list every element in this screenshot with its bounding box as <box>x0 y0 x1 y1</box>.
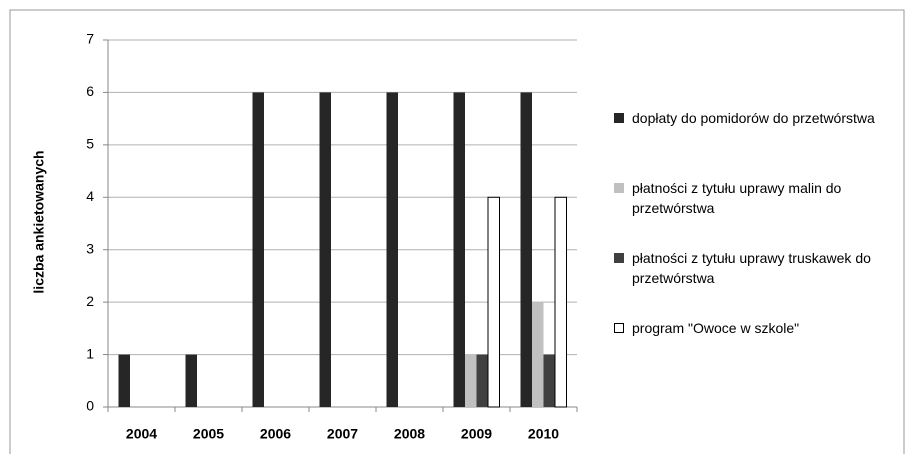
y-tick-label: 4 <box>86 188 94 204</box>
x-tick-label: 2007 <box>327 426 358 442</box>
x-tick-label: 2010 <box>528 426 559 442</box>
bar <box>465 354 477 407</box>
y-tick-label: 7 <box>86 31 94 47</box>
bar <box>554 196 567 408</box>
legend-entry: płatności z tytułu uprawy truskawek do p… <box>614 248 915 288</box>
bar <box>532 302 544 407</box>
legend-swatch <box>614 183 624 193</box>
x-tick-label: 2006 <box>260 426 291 442</box>
y-tick-label: 6 <box>86 83 94 99</box>
legend-label: program "Owoce w szkole" <box>632 320 800 336</box>
y-tick-label: 3 <box>86 240 94 256</box>
bar <box>543 354 555 407</box>
legend-entry: dopłaty do pomidorów do przetwórstwa <box>614 108 915 128</box>
bar <box>487 196 500 408</box>
y-axis-label: liczba ankietowanych <box>31 150 47 293</box>
x-tick-label: 2004 <box>126 426 157 442</box>
legend-entry: program "Owoce w szkole" <box>614 318 915 338</box>
legend-label: płatności z tytułu uprawy malin do przet… <box>632 180 842 216</box>
legend-entry: płatności z tytułu uprawy malin do przet… <box>614 178 915 218</box>
y-tick-label: 0 <box>86 398 94 414</box>
legend-label: dopłaty do pomidorów do przetwórstwa <box>632 110 875 126</box>
legend-swatch <box>614 113 624 123</box>
legend-swatch <box>614 253 624 263</box>
bar <box>520 92 532 407</box>
y-tick-label: 2 <box>86 293 94 309</box>
bar <box>185 354 197 407</box>
bar <box>118 354 130 407</box>
legend-label: płatności z tytułu uprawy truskawek do p… <box>632 250 871 286</box>
bar <box>386 92 398 407</box>
legend-swatch <box>614 323 624 333</box>
x-tick-label: 2009 <box>461 426 492 442</box>
bar <box>453 92 465 407</box>
y-tick-label: 1 <box>86 345 94 361</box>
bar <box>476 354 488 407</box>
x-tick-label: 2005 <box>193 426 224 442</box>
y-tick-label: 5 <box>86 136 94 152</box>
bar <box>319 92 331 407</box>
x-tick-label: 2008 <box>394 426 425 442</box>
chart-frame <box>9 9 905 454</box>
bar <box>252 92 264 407</box>
